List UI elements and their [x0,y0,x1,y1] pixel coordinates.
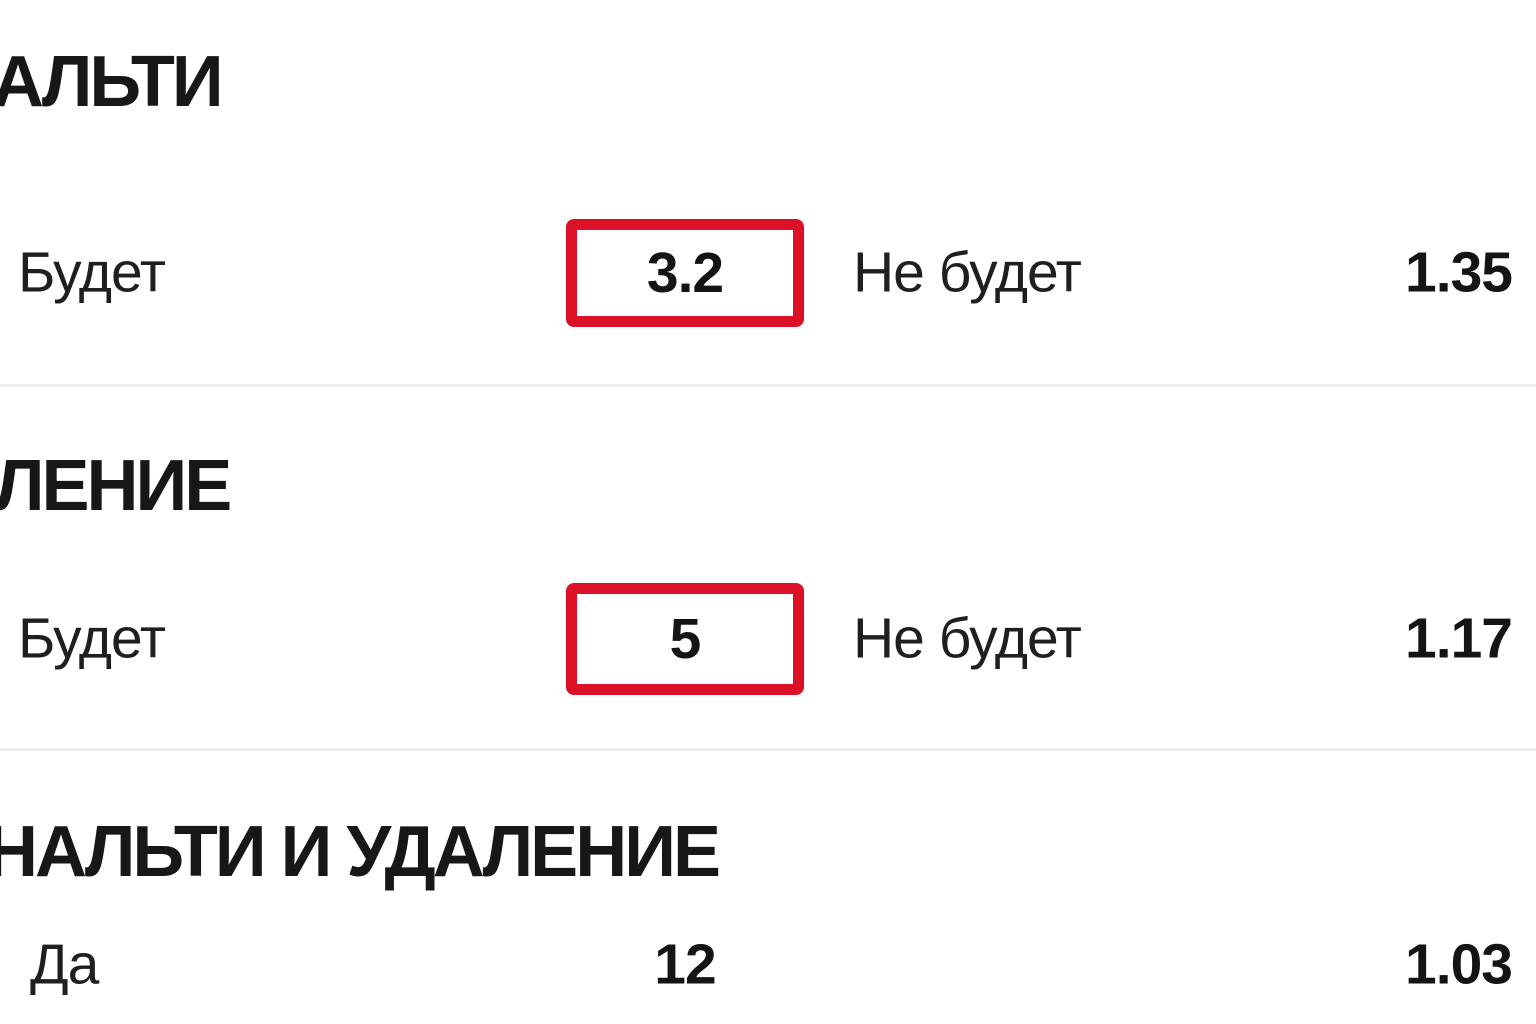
market-heading-sending-off: ЛЕНИЕ [0,446,232,526]
outcome-label-will-be: Будет [18,240,166,305]
outcome-label-yes: Да [30,932,99,997]
selected-odds-box[interactable]: 5 [566,583,804,695]
outcome-label-will-not-be: Не будет [853,240,1082,305]
odds-value[interactable]: 12 [654,932,716,997]
market-heading-penalty: АЛЬТИ [0,42,224,122]
outcome-label-will-not-be: Не будет [853,606,1082,671]
section-divider [0,748,1536,751]
odds-value[interactable]: 1.35 [1405,240,1513,305]
odds-value[interactable]: 1.03 [1405,932,1513,997]
odds-value-selected: 5 [669,606,702,671]
market-heading-penalty-and-sending-off: НАЛЬТИ И УДАЛЕНИЕ [0,812,721,892]
selected-odds-box[interactable]: 3.2 [566,219,804,327]
odds-value[interactable]: 1.17 [1405,606,1513,671]
market-row-sending-off: Будет 5 Не будет 1.17 [0,583,1536,695]
odds-value-selected: 3.2 [646,240,724,305]
section-divider [0,384,1536,387]
market-row-penalty: Будет 3.2 Не будет 1.35 [0,219,1536,327]
market-row-penalty-and-sending-off: Да 12 1.03 [0,930,1536,1000]
outcome-label-will-be: Будет [18,606,166,671]
